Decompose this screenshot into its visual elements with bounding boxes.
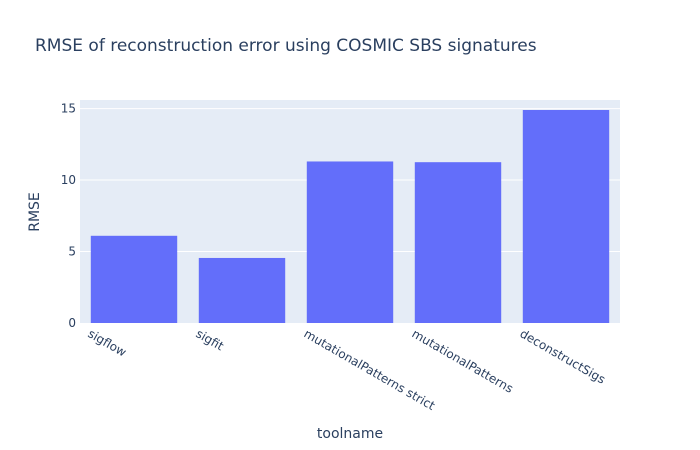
x-tick-label: sigfit — [194, 326, 227, 353]
x-tick-label: sigflow — [86, 326, 129, 359]
bars — [90, 110, 610, 323]
bar-sigfit[interactable] — [198, 257, 286, 323]
x-tick-label: deconstructSigs — [518, 326, 608, 386]
x-tick-labels: sigflow sigfit mutationalPatterns strictmu… — [86, 326, 608, 413]
y-tick-label: 15 — [61, 102, 76, 116]
x-tick-label: mutationalPatterns — [410, 326, 516, 395]
bar-sigflow[interactable] — [90, 235, 178, 323]
bar-mutationalpatterns-strict[interactable] — [306, 161, 394, 323]
bar-mutationalpatterns[interactable] — [414, 162, 502, 323]
y-tick-label: 10 — [61, 173, 76, 187]
chart-title: RMSE of reconstruction error using COSMI… — [35, 36, 537, 56]
y-tick-label: 0 — [68, 316, 76, 330]
x-axis-title: toolname — [317, 426, 383, 442]
y-tick-labels: 0 5 10 15 — [61, 102, 76, 330]
y-tick-label: 5 — [68, 245, 76, 259]
bar-deconstructsigs[interactable] — [522, 110, 610, 323]
y-axis-title: RMSE — [27, 192, 43, 232]
